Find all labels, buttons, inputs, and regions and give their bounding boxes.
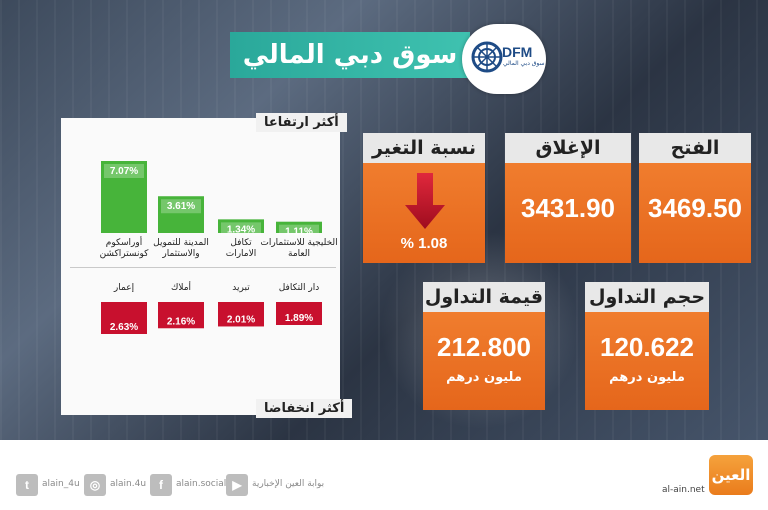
loser-bar (158, 302, 204, 329)
volume-label: حجم التداول (585, 282, 709, 312)
volume-value: 120.622 (600, 332, 694, 362)
footer (0, 440, 768, 510)
loser-bar (276, 302, 322, 325)
gainer-value-label: 1.34% (227, 224, 255, 235)
turnover-box: 212.800 مليون درهم (423, 312, 545, 410)
instagram-handle[interactable]: alain.4u (110, 479, 147, 489)
gainer-bar (276, 221, 322, 233)
al-ain-logo: العين (709, 455, 753, 495)
turnover-unit: مليون درهم (446, 370, 522, 385)
logo-subtext: سوق دبي المالي (503, 60, 545, 67)
volume-unit: مليون درهم (609, 370, 685, 385)
twitter-handle[interactable]: alain_4u (42, 479, 80, 489)
change-label: نسبة التغير (363, 133, 485, 163)
loser-value-label: 2.01% (227, 314, 255, 325)
gainer-bar-highlight (221, 222, 261, 237)
gainer-value-label: 1.11% (285, 227, 313, 238)
facebook-icon[interactable]: f (150, 474, 172, 496)
title-banner (230, 32, 470, 78)
close-label: الإغلاق (505, 133, 631, 163)
loser-category-label: أملاك (171, 281, 191, 293)
loser-category-label: دار التكافل (279, 283, 320, 293)
twitter-icon[interactable]: t (16, 474, 38, 496)
loser-value-label: 1.89% (285, 313, 313, 324)
logo-text: DFM (502, 44, 533, 60)
open-box: 3469.50 (639, 163, 751, 263)
chart-divider (70, 267, 336, 268)
gainer-bar-highlight (104, 164, 144, 178)
loser-bar (218, 302, 264, 327)
youtube-channel[interactable]: بوابة العين الإخبارية (252, 479, 325, 489)
change-value: % 1.08 (400, 235, 448, 252)
instagram-icon[interactable]: ◎ (84, 474, 106, 496)
change-box: % 1.08 (363, 163, 485, 263)
losers-label: أكثر انخفاضا (256, 399, 353, 418)
gainer-bar-highlight (279, 224, 319, 239)
turnover-label: قيمة التداول (423, 282, 545, 312)
loser-value-label: 2.63% (110, 322, 138, 333)
open-value: 3469.50 (648, 193, 742, 223)
gainer-bar (218, 219, 264, 233)
gainer-bar (101, 161, 147, 233)
page-title: سوق دبي المالي (242, 40, 458, 70)
close-box: 3431.90 (505, 163, 631, 263)
volume-box: 120.622 مليون درهم (585, 312, 709, 410)
close-value: 3431.90 (521, 193, 615, 223)
facebook-handle[interactable]: alain.social (176, 479, 227, 489)
down-arrow-icon (405, 173, 445, 229)
loser-category-label: إعمار (113, 283, 134, 293)
gainer-category-label: المدينة للتمويل والاستثمار (153, 238, 209, 259)
gainer-value-label: 7.07% (110, 166, 138, 177)
loser-value-label: 2.16% (167, 316, 195, 327)
open-label: الفتح (639, 133, 751, 163)
dfm-logo (462, 24, 546, 94)
gainer-bar (158, 196, 204, 233)
gainer-bar-highlight (161, 199, 201, 214)
gainer-value-label: 3.61% (167, 201, 195, 212)
youtube-icon[interactable]: ▶ (226, 474, 248, 496)
loser-category-label: تبريد (232, 283, 250, 293)
loser-bar (101, 302, 147, 334)
gainer-category-label: الخليجية للاستثمارات العامة (260, 238, 337, 259)
dfm-emblem-icon (471, 41, 503, 73)
turnover-value: 212.800 (437, 332, 531, 362)
gainers-label: أكثر ارتفاعا (256, 113, 347, 132)
gainer-category-label: تكافل الامارات (226, 238, 257, 259)
gainer-category-label: أوراسكوم كونستراكشن (100, 236, 150, 259)
site-url[interactable]: al-ain.net (662, 485, 705, 495)
